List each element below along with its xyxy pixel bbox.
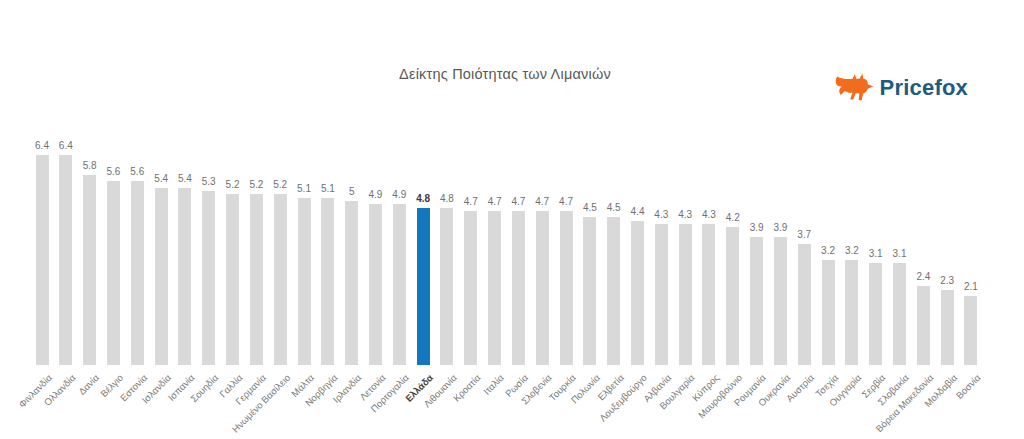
bar <box>655 224 668 365</box>
bar-value-label: 3.1 <box>884 248 916 260</box>
bar <box>298 198 311 365</box>
bar <box>774 237 787 365</box>
x-axis-label: Βοσνία <box>954 372 983 401</box>
bar <box>345 201 358 365</box>
bar <box>59 155 72 365</box>
bar <box>83 175 96 365</box>
bar <box>583 217 596 365</box>
bar <box>941 290 954 365</box>
bar <box>250 194 263 365</box>
bar <box>822 260 835 365</box>
bar <box>917 286 930 365</box>
bar <box>369 204 382 365</box>
bar <box>226 194 239 365</box>
bar <box>869 263 882 365</box>
bar <box>321 198 334 365</box>
bar <box>274 194 287 365</box>
bar <box>202 191 215 365</box>
x-axis-label: Δανία <box>77 372 102 397</box>
bar <box>36 155 49 365</box>
plot-area: 6.4Φινλανδία6.4Ολλανδία5.8Δανία5.6Βέλγιο… <box>0 0 1024 439</box>
bar <box>798 244 811 365</box>
bar <box>750 237 763 365</box>
bar <box>702 224 715 365</box>
bar <box>178 188 191 365</box>
bar <box>560 211 573 365</box>
bar <box>393 204 406 365</box>
bar <box>155 188 168 365</box>
x-axis-label: Ιταλία <box>482 372 507 397</box>
bar <box>107 181 120 365</box>
bar <box>679 224 692 365</box>
bar <box>488 211 501 365</box>
bar <box>536 211 549 365</box>
bar-highlighted <box>417 208 430 365</box>
bar <box>512 211 525 365</box>
bar-value-label: 2.1 <box>955 281 987 293</box>
bar <box>726 227 739 365</box>
bar <box>440 208 453 365</box>
bar <box>964 296 977 365</box>
bar-value-label: 6.4 <box>50 140 82 152</box>
bar <box>893 263 906 365</box>
bar <box>607 217 620 365</box>
bar-value-label: 3.7 <box>788 229 820 241</box>
bar <box>845 260 858 365</box>
bar <box>131 181 144 365</box>
bar <box>464 211 477 365</box>
bar <box>631 221 644 365</box>
chart-frame: Δείκτης Ποιότητας των Λιμανιών Pricefox … <box>0 0 1024 439</box>
